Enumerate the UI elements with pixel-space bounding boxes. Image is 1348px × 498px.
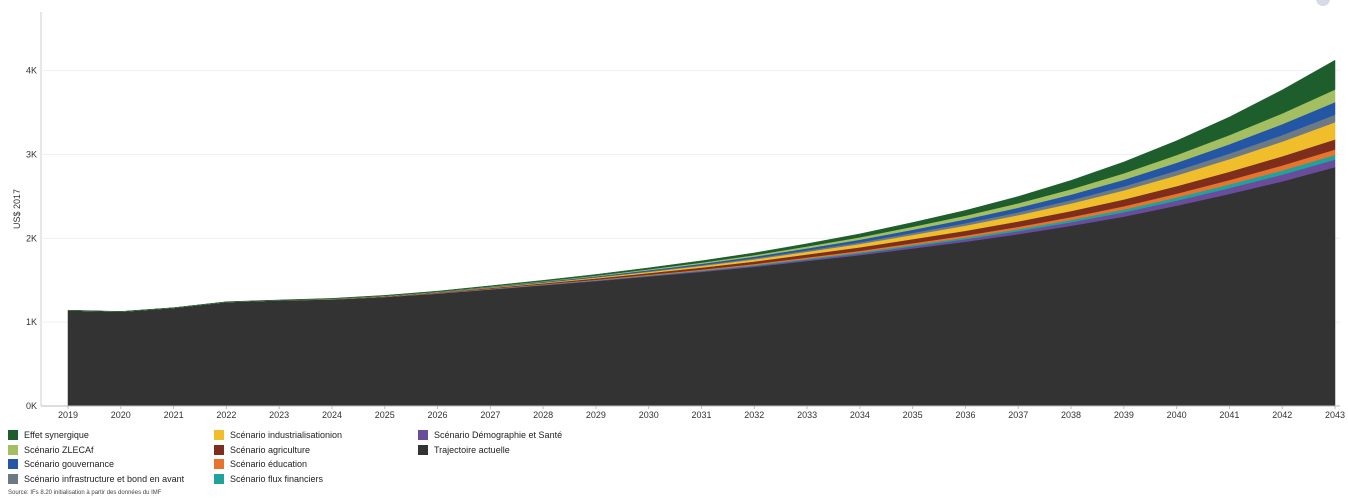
x-tick-label: 2036 (955, 410, 975, 420)
legend-label: Scénario flux financiers (230, 473, 324, 484)
legend-swatch (8, 430, 18, 441)
legend-item: Scénario industrialisationion (214, 428, 342, 443)
x-tick-label: 2019 (58, 410, 78, 420)
legend-label: Scénario infrastructure et bond en avant (24, 473, 185, 484)
legend-item: Scénario agriculture (214, 443, 342, 458)
legend-column-1: Effet synergique Scénario ZLECAf Scénario … (8, 428, 184, 486)
legend-item: Scénario Démographie et Santé (418, 428, 562, 443)
legend-item: Scénario flux financiers (214, 472, 342, 487)
corner-decoration (1316, 0, 1330, 6)
y-axis-label: US$ 2017 (12, 189, 22, 229)
x-tick-label: 2042 (1272, 410, 1292, 420)
x-tick-label: 2023 (269, 410, 289, 420)
legend-swatch (8, 473, 18, 484)
y-tick-label: 4K (26, 66, 37, 76)
legend-swatch (214, 430, 224, 441)
legend-label: Effet synergique (24, 430, 89, 441)
legend-item: Scénario gouvernance (8, 457, 184, 472)
x-tick-label: 2037 (1008, 410, 1028, 420)
legend-column-3: Scénario Démographie et Santé Trajectoire… (418, 428, 562, 457)
x-tick-label: 2024 (322, 410, 342, 420)
x-tick-label: 2029 (586, 410, 606, 420)
y-tick-label: 1K (26, 317, 37, 327)
x-tick-label: 2026 (428, 410, 448, 420)
y-tick-label: 2K (26, 233, 37, 243)
legend-item: Scénario éducation (214, 457, 342, 472)
x-tick-label: 2025 (375, 410, 395, 420)
legend-swatch (214, 473, 224, 484)
legend-swatch (418, 430, 428, 441)
x-tick-label: 2027 (480, 410, 500, 420)
legend-item: Effet synergique (8, 428, 184, 443)
x-tick-label: 2030 (639, 410, 659, 420)
x-tick-label: 2038 (1061, 410, 1081, 420)
legend-label: Trajectoire actuelle (434, 444, 510, 455)
x-tick-label: 2028 (533, 410, 553, 420)
legend-item: Scénario infrastructure et bond en avant (8, 472, 184, 487)
legend-label: Scénario éducation (230, 459, 308, 470)
legend-swatch (214, 444, 224, 455)
source-note: Source: IFs 8.20 initialisation à partir… (8, 490, 162, 496)
legend-label: Scénario ZLECAf (24, 444, 94, 455)
x-tick-label: 2034 (850, 410, 870, 420)
x-tick-label: 2035 (903, 410, 923, 420)
stacked-area-chart: 0K 1K 2K 3K 4K US$ 2017 2019 2020 2021 2022 2023 20… (12, 12, 1345, 420)
legend-label: Scénario gouvernance (24, 459, 115, 470)
x-tick-label: 2021 (164, 410, 184, 420)
y-tick-label: 3K (26, 150, 37, 160)
legend-label: Scénario agriculture (230, 444, 311, 455)
legend-column-2: Scénario industrialisationion Scénario ag… (214, 428, 342, 486)
x-tick-label: 2033 (797, 410, 817, 420)
legend-swatch (214, 459, 224, 470)
y-tick-label: 0K (26, 401, 37, 411)
x-tick-label: 2039 (1114, 410, 1134, 420)
legend-swatch (8, 444, 18, 455)
x-tick-label: 2031 (691, 410, 711, 420)
legend-swatch (8, 459, 18, 470)
legend-item: Scénario ZLECAf (8, 443, 184, 458)
area-effet-synergique (67, 59, 1336, 312)
x-tick-label: 2041 (1219, 410, 1239, 420)
x-tick-label: 2040 (1167, 410, 1187, 420)
legend-label: Scénario industrialisationion (230, 430, 343, 441)
legend-item: Trajectoire actuelle (418, 443, 562, 458)
chart-legend: Effet synergique Scénario ZLECAf Scénario … (8, 428, 768, 490)
x-tick-label: 2032 (744, 410, 764, 420)
legend-swatch (418, 444, 428, 455)
x-tick-label: 2022 (216, 410, 236, 420)
x-tick-label: 2043 (1325, 410, 1345, 420)
x-tick-label: 2020 (111, 410, 131, 420)
legend-label: Scénario Démographie et Santé (434, 430, 563, 441)
